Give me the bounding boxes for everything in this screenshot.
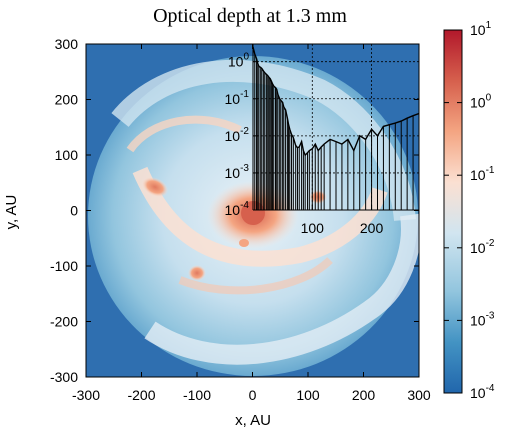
y-tick-label: 300 xyxy=(55,36,79,52)
x-tick-label: 100 xyxy=(296,387,320,403)
spiral-arm-filament-lower xyxy=(178,257,333,295)
y-tick-label: 0 xyxy=(70,203,78,219)
inset-x-ticks: 100 200 xyxy=(301,205,384,236)
x-tick-label: -300 xyxy=(72,387,100,403)
inset-x-tick-label: 100 xyxy=(301,220,325,236)
inset-y-tick-label: 10-2 xyxy=(225,126,250,144)
x-tick-label: -200 xyxy=(127,387,155,403)
y-tick-label: -100 xyxy=(50,258,78,274)
optical-depth-map: 100 200 100 10-1 10-2 10-3 10-4 xyxy=(86,44,419,377)
inset-profile-plot: 100 200 100 10-1 10-2 10-3 10-4 xyxy=(225,44,419,236)
clump-small xyxy=(239,239,249,247)
x-axis-label: x, AU xyxy=(235,412,271,429)
colorbar-tick-label: 10-1 xyxy=(470,165,495,183)
clump-left xyxy=(141,176,169,198)
inset-x-tick-label: 200 xyxy=(360,220,384,236)
x-tick-label: 200 xyxy=(352,387,376,403)
inset-y-ticks: 100 10-1 10-2 10-3 10-4 xyxy=(225,52,258,218)
colorbar-tick-label: 10-4 xyxy=(470,383,495,401)
spiral-arm-outer xyxy=(111,59,416,222)
inset-y-tick-label: 10-3 xyxy=(225,163,250,181)
chart-title: Optical depth at 1.3 mm xyxy=(153,5,347,27)
spiral-arm-inner xyxy=(132,166,388,267)
x-tick-label: -100 xyxy=(183,387,211,403)
x-tick-label: 300 xyxy=(407,387,431,403)
colorbar-tick-label: 10-2 xyxy=(470,238,495,256)
colorbar-tick-label: 100 xyxy=(470,93,492,111)
x-axis-ticks: -300 -200 -100 0 100 200 300 xyxy=(72,44,431,403)
clump-lower xyxy=(188,265,206,281)
y-tick-label: -300 xyxy=(50,369,78,385)
spiral-arm-filament xyxy=(126,115,242,153)
colorbar-tick-label: 101 xyxy=(470,20,492,38)
inset-y-tick-label: 100 xyxy=(228,52,250,70)
inset-y-tick-label: 10-1 xyxy=(225,89,250,107)
y-tick-label: 100 xyxy=(55,147,79,163)
y-axis-label: y, AU xyxy=(3,195,20,230)
x-tick-label: 0 xyxy=(249,387,257,403)
spiral-arm-lower xyxy=(144,213,419,365)
y-tick-label: 200 xyxy=(55,92,79,108)
inset-profile-line xyxy=(252,46,419,157)
y-axis-ticks: -300 -200 -100 0 100 200 300 xyxy=(50,36,419,385)
colorbar-tick-label: 10-3 xyxy=(470,310,495,328)
colorbar-ticks: 10-4 10-3 10-2 10-1 100 101 xyxy=(444,20,495,401)
y-tick-label: -200 xyxy=(50,314,78,330)
colorbar xyxy=(443,29,463,394)
inset-y-tick-label: 10-4 xyxy=(225,200,250,218)
